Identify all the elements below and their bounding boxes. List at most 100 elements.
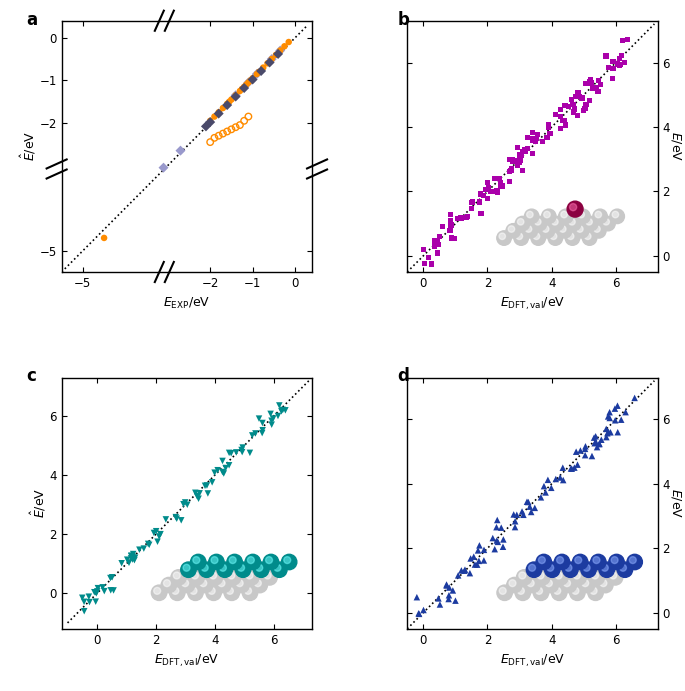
Point <box>219 468 229 479</box>
Point <box>213 108 224 119</box>
Point <box>434 231 445 243</box>
Point <box>276 406 287 417</box>
Point <box>149 527 160 538</box>
Point <box>577 93 588 104</box>
Point <box>247 74 258 85</box>
Point <box>209 132 220 143</box>
Point <box>568 106 579 117</box>
Point <box>594 438 605 449</box>
Point <box>493 187 503 198</box>
Point <box>171 513 182 524</box>
Point <box>265 408 276 419</box>
Point <box>511 509 522 520</box>
Point <box>447 585 458 596</box>
Point <box>237 446 248 457</box>
Point <box>222 126 233 137</box>
Point <box>614 60 625 71</box>
Point <box>449 233 460 244</box>
Point <box>445 209 456 220</box>
Point <box>253 66 264 77</box>
Point <box>507 155 518 167</box>
Point <box>108 585 119 596</box>
Point <box>522 143 533 154</box>
Point <box>566 463 577 474</box>
Point <box>569 462 580 473</box>
Point <box>586 77 597 88</box>
Point <box>615 59 626 70</box>
Point <box>253 413 264 424</box>
Point <box>176 515 187 526</box>
Point <box>238 82 249 93</box>
Point <box>571 446 582 457</box>
Point <box>441 579 452 590</box>
Point <box>266 53 277 64</box>
Point <box>482 193 493 205</box>
Point <box>590 436 601 447</box>
Point <box>622 34 633 45</box>
Point <box>610 403 621 414</box>
Point <box>445 220 456 231</box>
Point <box>283 37 294 48</box>
Point <box>266 419 277 430</box>
Y-axis label: $\hat{E}$/eV: $\hat{E}$/eV <box>668 131 685 162</box>
Point <box>573 110 584 121</box>
Point <box>478 190 489 201</box>
Point <box>601 432 612 443</box>
Point <box>478 555 489 566</box>
Point <box>266 53 277 64</box>
Point <box>466 202 477 214</box>
Point <box>506 165 516 176</box>
Point <box>251 68 262 79</box>
Point <box>266 415 277 426</box>
Point <box>580 450 590 461</box>
Point <box>456 212 466 223</box>
Point <box>412 591 423 603</box>
Point <box>514 155 525 166</box>
X-axis label: $E_{\mathrm{DFT,val}}$/eV: $E_{\mathrm{DFT,val}}$/eV <box>500 296 565 312</box>
Point <box>452 214 463 225</box>
Point <box>230 122 241 133</box>
Point <box>155 529 166 540</box>
Point <box>570 91 581 102</box>
Point <box>151 526 162 537</box>
Point <box>423 252 434 263</box>
Point <box>243 77 254 88</box>
Point <box>77 592 88 603</box>
Point <box>487 533 498 544</box>
Point <box>515 155 526 167</box>
Point <box>190 487 201 498</box>
Point <box>616 50 627 61</box>
Point <box>586 451 597 462</box>
Point <box>92 586 103 597</box>
X-axis label: $E_{\mathrm{DFT,val}}$/eV: $E_{\mathrm{DFT,val}}$/eV <box>154 652 219 669</box>
Point <box>629 392 640 404</box>
Point <box>584 76 595 87</box>
Point <box>580 103 590 114</box>
Point <box>514 149 525 160</box>
Point <box>122 554 133 565</box>
Point <box>217 466 228 477</box>
Point <box>268 413 279 424</box>
Point <box>84 591 95 603</box>
Point <box>179 497 190 508</box>
Point <box>456 565 467 576</box>
Point <box>209 111 220 122</box>
Point <box>207 477 218 488</box>
Point <box>462 211 473 222</box>
Point <box>243 77 254 88</box>
Point <box>178 499 189 510</box>
Point <box>601 424 612 435</box>
Point <box>475 208 486 219</box>
Point <box>612 400 623 411</box>
Point <box>460 211 471 223</box>
Point <box>224 447 235 458</box>
Point <box>126 551 137 562</box>
Point <box>530 136 541 147</box>
Point <box>419 258 430 269</box>
Point <box>469 559 480 570</box>
Point <box>506 164 517 175</box>
Point <box>437 221 448 232</box>
Point <box>192 491 203 502</box>
Point <box>441 580 452 591</box>
Point <box>541 132 552 143</box>
